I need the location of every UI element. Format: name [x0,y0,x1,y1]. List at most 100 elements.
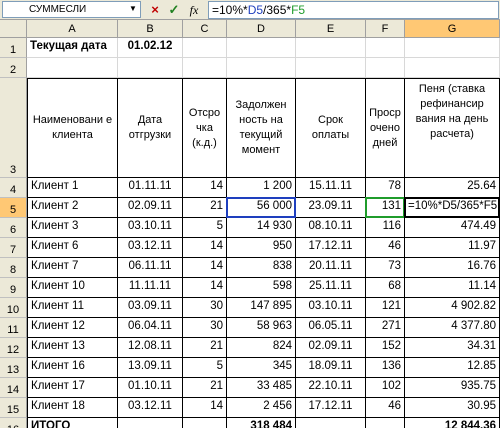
column-title-e[interactable]: Срок оплаты [296,78,366,178]
column-header-g[interactable]: G [405,20,500,38]
cell-e11[interactable]: 06.05.11 [296,318,366,338]
row-header-13[interactable]: 13 [0,358,27,378]
column-title-f[interactable]: Проср очено дней [366,78,405,178]
row-header-16[interactable]: 16 [0,418,27,428]
row-header-9[interactable]: 9 [0,278,27,298]
cell-d4[interactable]: 1 200 [227,178,296,198]
row-header-4[interactable]: 4 [0,178,27,198]
cell-g13[interactable]: 12.85 [405,358,500,378]
cell-d2[interactable] [227,58,296,78]
cell-a4[interactable]: Клиент 1 [27,178,118,198]
cell-c15[interactable]: 14 [183,398,227,418]
cell-g15[interactable]: 30.95 [405,398,500,418]
cell-e16[interactable] [296,418,366,428]
column-header-c[interactable]: C [183,20,227,38]
cell-e2[interactable] [296,58,366,78]
cell-g9[interactable]: 11.14 [405,278,500,298]
cell-e13[interactable]: 18.09.11 [296,358,366,378]
cell-g2[interactable] [405,58,500,78]
cell-f7[interactable]: 46 [366,238,405,258]
cell-b10[interactable]: 03.09.11 [118,298,183,318]
active-cell-editor[interactable]: =10%*D5/365*F5 [405,198,500,218]
cell-c14[interactable]: 21 [183,378,227,398]
row-header-11[interactable]: 11 [0,318,27,338]
cell-a8[interactable]: Клиент 7 [27,258,118,278]
name-box[interactable]: СУММЕСЛИ [2,1,141,18]
cell-b7[interactable]: 03.12.11 [118,238,183,258]
cell-a12[interactable]: Клиент 13 [27,338,118,358]
total-a[interactable]: ИТОГО [27,418,118,428]
cell-e1[interactable] [296,38,366,58]
cell-c13[interactable]: 5 [183,358,227,378]
cell-f1[interactable] [366,38,405,58]
cell-c7[interactable]: 14 [183,238,227,258]
cell-c8[interactable]: 14 [183,258,227,278]
total-g[interactable]: 12 844.36 [405,418,500,428]
cell-e4[interactable]: 15.11.11 [296,178,366,198]
row-header-7[interactable]: 7 [0,238,27,258]
cell-c12[interactable]: 21 [183,338,227,358]
row-header-1[interactable]: 1 [0,38,27,58]
cell-f13[interactable]: 136 [366,358,405,378]
cell-f11[interactable]: 271 [366,318,405,338]
cell-e7[interactable]: 17.12.11 [296,238,366,258]
cell-b1[interactable]: 01.02.12 [118,38,183,58]
cell-a9[interactable]: Клиент 10 [27,278,118,298]
row-header-5[interactable]: 5 [0,198,27,218]
cell-d10[interactable]: 147 895 [227,298,296,318]
insert-function-icon[interactable]: fx [189,3,199,17]
cell-f9[interactable]: 68 [366,278,405,298]
cell-d11[interactable]: 58 963 [227,318,296,338]
cell-d12[interactable]: 824 [227,338,296,358]
column-header-b[interactable]: B [118,20,183,38]
cell-g10[interactable]: 4 902.82 [405,298,500,318]
column-title-g[interactable]: Пеня (ставка рефинансир вания на день ра… [405,78,500,178]
cell-b15[interactable]: 03.12.11 [118,398,183,418]
row-header-10[interactable]: 10 [0,298,27,318]
cell-e15[interactable]: 17.12.11 [296,398,366,418]
cell-b6[interactable]: 03.10.11 [118,218,183,238]
cell-c4[interactable]: 14 [183,178,227,198]
cell-f14[interactable]: 102 [366,378,405,398]
cell-b4[interactable]: 01.11.11 [118,178,183,198]
enter-icon[interactable]: ✓ [168,2,180,17]
column-header-a[interactable]: A [27,20,118,38]
cell-c6[interactable]: 5 [183,218,227,238]
cell-a13[interactable]: Клиент 16 [27,358,118,378]
cell-d13[interactable]: 345 [227,358,296,378]
row-header-14[interactable]: 14 [0,378,27,398]
column-header-d[interactable]: D [227,20,296,38]
cell-b11[interactable]: 06.04.11 [118,318,183,338]
cell-c1[interactable] [183,38,227,58]
cell-a6[interactable]: Клиент 3 [27,218,118,238]
cell-f12[interactable]: 152 [366,338,405,358]
cell-b9[interactable]: 11.11.11 [118,278,183,298]
column-header-f[interactable]: F [366,20,405,38]
cell-f2[interactable] [366,58,405,78]
select-all-corner[interactable] [0,20,27,38]
formula-input[interactable]: =10%*D5/365*F5 [208,1,499,19]
chevron-down-icon[interactable]: ▼ [129,4,137,13]
cell-a2[interactable] [27,58,118,78]
cell-g7[interactable]: 11.97 [405,238,500,258]
row-header-15[interactable]: 15 [0,398,27,418]
cell-a1[interactable]: Текущая дата [27,38,118,58]
cell-f5[interactable]: 131 [366,198,405,218]
cell-e14[interactable]: 22.10.11 [296,378,366,398]
cell-c2[interactable] [183,58,227,78]
cell-a7[interactable]: Клиент 6 [27,238,118,258]
total-d[interactable]: 318 484 [227,418,296,428]
row-header-2[interactable]: 2 [0,58,27,78]
cell-e8[interactable]: 20.11.11 [296,258,366,278]
column-title-b[interactable]: Дата отгрузки [118,78,183,178]
column-title-a[interactable]: Наименовани е клиента [27,78,118,178]
cell-c9[interactable]: 14 [183,278,227,298]
cell-b13[interactable]: 13.09.11 [118,358,183,378]
cell-g4[interactable]: 25.64 [405,178,500,198]
cell-a11[interactable]: Клиент 12 [27,318,118,338]
cell-e5[interactable]: 23.09.11 [296,198,366,218]
column-title-c[interactable]: Отсро чка (к.д.) [183,78,227,178]
cell-e6[interactable]: 08.10.11 [296,218,366,238]
cell-b14[interactable]: 01.10.11 [118,378,183,398]
row-header-8[interactable]: 8 [0,258,27,278]
